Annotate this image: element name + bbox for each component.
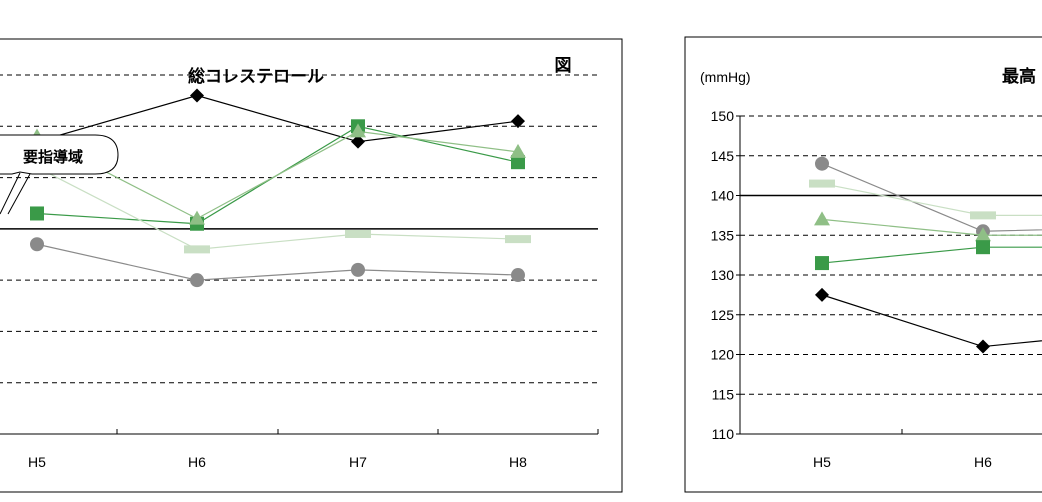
data-point [975,227,991,242]
y-tick-label: 110 [712,426,735,442]
data-point [30,237,44,252]
x-tick-label: H7 [349,454,367,470]
callout-text: 要指導域 [23,148,83,166]
series-line [36,130,519,220]
series-line [36,94,519,143]
data-point [190,273,204,288]
data-point [189,210,205,225]
x-tick-label: H6 [188,454,206,470]
chart-left-frame [0,38,623,493]
y-tick-label: 115 [712,386,735,402]
data-point [350,123,366,138]
data-point [970,211,996,220]
annotation-callout: 要指導域 [0,134,119,215]
chart-right-frame [684,36,1042,493]
callout-tail [0,172,31,215]
y-tick-label: 150 [711,108,735,124]
y-tick-label: 135 [711,227,735,243]
series-diamond [815,287,1042,354]
chart-left-title: 総コレステロール [188,66,324,86]
data-point [815,156,829,171]
x-tick-label: H6 [974,454,992,470]
y-tick-label: 130 [711,267,735,283]
chart-left-corner-label: 図 [555,56,572,75]
data-point [814,211,830,226]
data-point [511,155,525,170]
series-bar [809,179,1042,220]
y-tick-label: 145 [711,148,735,164]
data-point [505,235,531,244]
data-point [30,206,44,221]
series-square [815,240,1042,271]
x-tick-label: H8 [509,454,527,470]
x-tick-label: H5 [813,454,831,470]
series-line [36,243,519,281]
data-point [510,143,526,158]
data-point [345,229,371,238]
callout-bubble [0,134,119,175]
chart-right-unit-label: (mmHg) [700,69,751,85]
chart-left: 総コレステロール 図 H5 H6 H7 H8 要指導域 [0,38,623,493]
data-point [184,245,210,254]
data-point [351,262,365,277]
data-point [351,134,365,149]
y-tick-label: 140 [711,188,735,204]
y-tick-label: 120 [711,347,735,363]
x-tick-label: H5 [28,454,46,470]
data-point [976,240,990,255]
series-diamond [30,88,525,149]
data-point [511,268,525,283]
data-point [976,339,990,354]
data-point [809,179,835,188]
chart-right-title: 最高 [1002,66,1036,86]
series-line [36,166,519,250]
series-triangle [814,211,1042,242]
data-point [815,256,829,271]
data-point [815,287,829,302]
y-tick-label: 125 [711,307,735,323]
data-point [511,114,525,129]
series-circle [30,237,525,288]
chart-right: (mmHg) 最高 150 145 140 135 130 125 120 115 110 H5 H… [684,36,1042,493]
data-point [190,88,204,103]
